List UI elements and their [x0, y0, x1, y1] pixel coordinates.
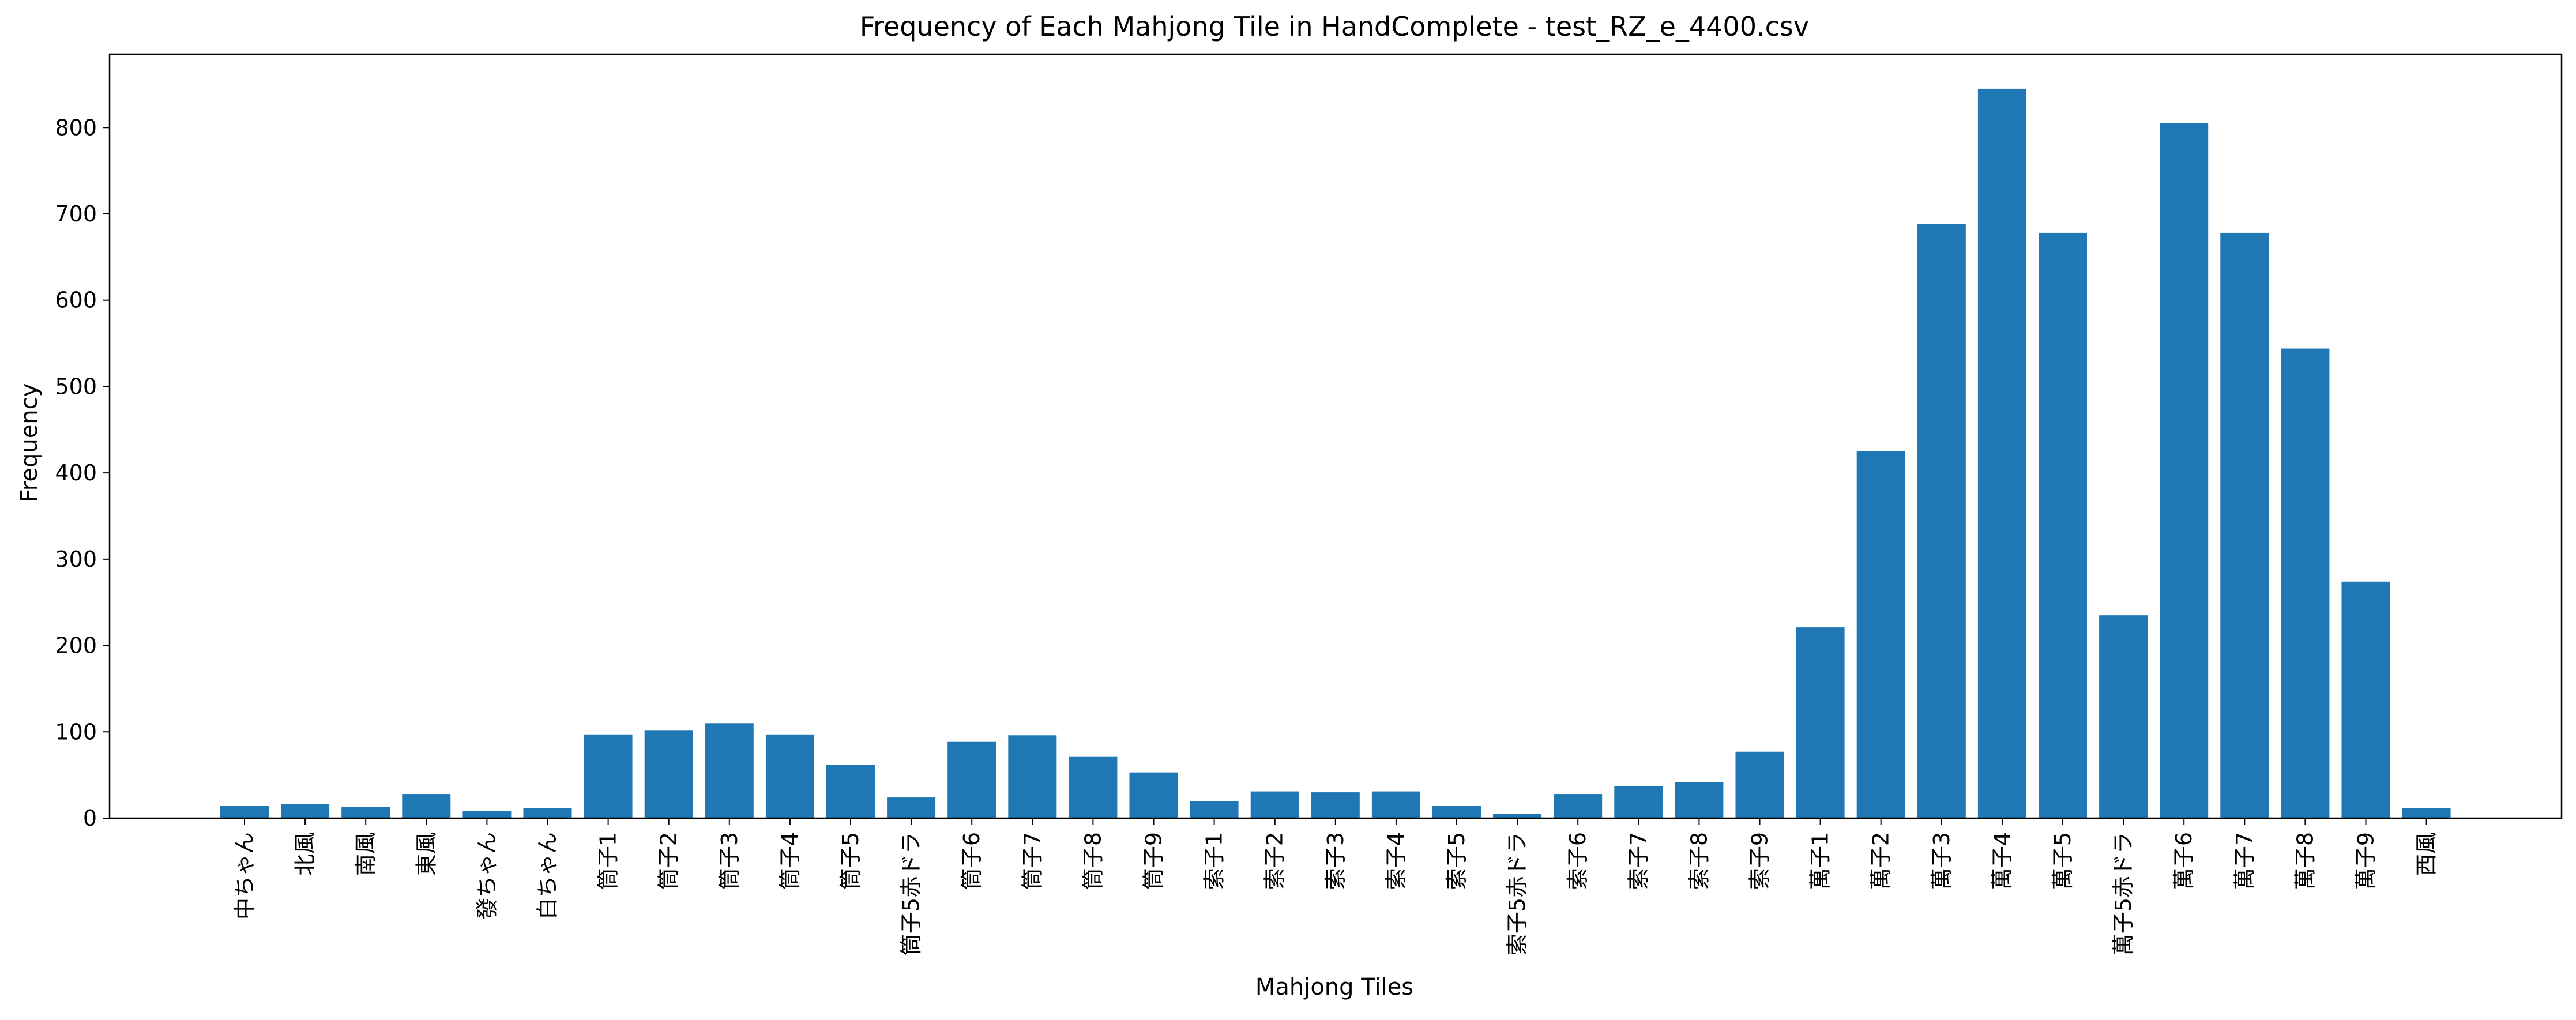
x-tick-label: 索子4	[1383, 832, 1409, 890]
bar	[947, 741, 996, 818]
x-tick-label: 萬子8	[2292, 832, 2318, 890]
x-tick-label: 筒子7	[1020, 832, 1045, 890]
bar	[1008, 735, 1057, 818]
bar	[1432, 806, 1481, 818]
y-tick-label: 100	[55, 719, 97, 744]
x-tick-label: 東風	[413, 832, 439, 876]
y-tick-label: 400	[55, 460, 97, 485]
bar	[1796, 627, 1845, 818]
x-tick-label: 萬子2	[1868, 832, 1894, 890]
bar	[462, 811, 512, 818]
bar	[402, 794, 451, 818]
bar	[1614, 786, 1663, 818]
bar	[281, 804, 330, 818]
x-tick-label: 萬子6	[2171, 832, 2197, 890]
bar	[2039, 232, 2087, 818]
bars	[220, 88, 2451, 819]
y-tick-label: 800	[55, 115, 97, 140]
y-tick-label: 300	[55, 547, 97, 572]
x-tick-label: 萬子5赤ドラ	[2111, 832, 2136, 955]
y-axis-label: Frequency	[16, 383, 43, 503]
x-tick-label: 中ちゃん	[232, 832, 257, 920]
y-tick-label: 0	[83, 806, 97, 831]
bar	[1311, 792, 1360, 818]
x-tick-label: 筒子6	[959, 832, 984, 890]
x-tick-label: 萬子1	[1808, 832, 1833, 890]
bar	[1493, 814, 1542, 818]
x-axis: 中ちゃん 北風 南風 東風 發ちゃん 白ちゃん 筒子1 筒子2 筒子3 筒子4 筒子5 筒子5赤ドラ 筒…	[232, 818, 2439, 955]
chart-title: Frequency of Each Mahjong Tile in HandCo…	[860, 11, 1809, 42]
bar	[705, 723, 754, 818]
x-tick-label: 發ちゃん	[474, 832, 499, 920]
bar	[1371, 791, 1420, 818]
x-tick-label: 筒子1	[596, 832, 621, 890]
x-tick-label: 索子6	[1565, 832, 1590, 890]
bar	[765, 734, 814, 818]
y-axis: 0 100 200 300 400 500 600 700 800	[55, 115, 110, 831]
x-tick-label: 西風	[2414, 832, 2439, 876]
x-tick-label: 筒子5赤ドラ	[898, 832, 924, 955]
bar	[1735, 751, 1784, 818]
x-tick-label: 筒子3	[717, 832, 742, 890]
bar	[2281, 348, 2330, 818]
bar	[2341, 581, 2390, 818]
bar	[1190, 801, 1239, 818]
bar	[1250, 791, 1299, 818]
x-tick-label: 筒子4	[777, 832, 803, 890]
x-tick-label: 筒子8	[1080, 832, 1105, 890]
bar	[1917, 224, 1966, 819]
plot-frame	[108, 53, 2563, 819]
bar	[887, 797, 936, 818]
bar	[1069, 756, 1118, 818]
bar	[1675, 782, 1724, 818]
x-tick-label: 索子8	[1686, 832, 1712, 890]
x-tick-label: 北風	[292, 832, 318, 876]
x-tick-label: 索子7	[1626, 832, 1651, 890]
bar	[2402, 808, 2451, 818]
bar	[2220, 232, 2269, 818]
x-tick-label: 白ちゃん	[535, 832, 561, 920]
x-tick-label: 索子5	[1444, 832, 1469, 890]
x-tick-label: 筒子5	[838, 832, 863, 890]
bar	[1856, 451, 1905, 818]
y-tick-label: 600	[55, 288, 97, 313]
x-tick-label: 筒子9	[1141, 832, 1167, 890]
y-tick-label: 700	[55, 201, 97, 227]
bar	[2160, 123, 2209, 818]
x-tick-label: 萬子3	[1929, 832, 1954, 890]
bar	[2099, 615, 2148, 818]
bar	[644, 730, 693, 818]
y-tick-label: 200	[55, 633, 97, 658]
bar	[1977, 88, 2026, 819]
x-tick-label: 萬子7	[2232, 832, 2257, 890]
x-tick-label: 索子3	[1323, 832, 1348, 890]
bar	[523, 808, 572, 818]
bar	[1129, 772, 1178, 818]
bar	[220, 806, 269, 818]
x-tick-label: 南風	[353, 832, 378, 876]
bar	[341, 807, 390, 818]
x-tick-label: 索子5赤ドラ	[1505, 832, 1530, 955]
bar	[584, 734, 633, 818]
x-tick-label: 索子2	[1262, 832, 1288, 890]
x-axis-label: Mahjong Tiles	[1255, 974, 1413, 1000]
y-tick-label: 500	[55, 374, 97, 399]
x-tick-label: 索子9	[1747, 832, 1773, 890]
x-tick-label: 索子1	[1202, 832, 1227, 890]
x-tick-label: 萬子9	[2353, 832, 2379, 890]
x-tick-label: 筒子2	[656, 832, 682, 890]
x-tick-label: 萬子5	[2050, 832, 2075, 890]
bar	[1554, 794, 1603, 818]
x-tick-label: 萬子4	[1990, 832, 2015, 890]
bar	[826, 765, 875, 818]
